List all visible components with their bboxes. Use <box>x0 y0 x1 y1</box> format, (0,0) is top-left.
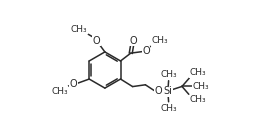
Text: Si: Si <box>164 86 172 96</box>
Text: CH₃: CH₃ <box>189 95 206 104</box>
Text: O: O <box>142 46 150 56</box>
Text: CH₃: CH₃ <box>193 82 209 91</box>
Text: O: O <box>154 86 162 96</box>
Text: CH₃: CH₃ <box>160 104 177 113</box>
Text: O: O <box>93 36 100 46</box>
Text: CH₃: CH₃ <box>151 36 168 45</box>
Text: O: O <box>129 36 137 46</box>
Text: CH₃: CH₃ <box>160 70 177 79</box>
Text: CH₃: CH₃ <box>70 25 87 34</box>
Text: CH₃: CH₃ <box>190 68 206 77</box>
Text: O: O <box>69 79 77 89</box>
Text: CH₃: CH₃ <box>51 87 68 96</box>
